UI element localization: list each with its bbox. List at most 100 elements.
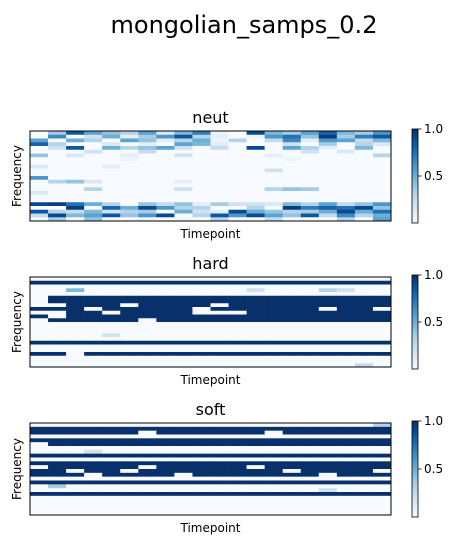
heatmap-cell (228, 446, 247, 451)
heatmap-cell (66, 134, 85, 139)
heatmap-cell (264, 344, 283, 349)
heatmap-cell (318, 295, 338, 300)
heatmap-cell (66, 434, 85, 439)
heatmap-cell (138, 176, 157, 181)
heatmap-cell (264, 153, 283, 158)
heatmap-cell (30, 314, 49, 319)
heatmap-cell (228, 344, 247, 349)
heatmap-cell (354, 480, 374, 485)
heatmap-cell (120, 457, 139, 462)
heatmap-cell (102, 337, 121, 342)
heatmap-cell (246, 457, 265, 462)
heatmap-cell (174, 480, 193, 485)
heatmap-cell (138, 303, 157, 308)
heatmap-cell (210, 476, 229, 481)
heatmap-cell (174, 344, 193, 349)
heatmap-cell (84, 355, 103, 360)
heatmap-cell (84, 503, 103, 508)
heatmap-cell (354, 288, 374, 293)
heatmap-cell (138, 168, 157, 173)
heatmap-cell (156, 352, 175, 357)
heatmap-cell (156, 149, 175, 154)
heatmap-cell (174, 299, 193, 304)
heatmap-cell (120, 495, 139, 500)
heatmap-cell (84, 461, 103, 466)
heatmap-cell (246, 423, 265, 428)
heatmap-cell (156, 157, 175, 162)
heatmap-cell (120, 318, 139, 323)
heatmap-cell (48, 465, 67, 470)
heatmap-cell (282, 198, 302, 203)
heatmap-cell (354, 213, 374, 218)
heatmap-cell (30, 476, 49, 481)
heatmap-cell (318, 344, 338, 349)
heatmap-cell (228, 480, 247, 485)
heatmap-cell (264, 472, 283, 477)
heatmap-cell (246, 340, 265, 345)
heatmap-cell (300, 284, 320, 289)
heatmap-cell (84, 480, 103, 485)
heatmap-cell (282, 438, 302, 443)
heatmap-cell (372, 299, 392, 304)
heatmap-cell (102, 206, 121, 211)
heatmap-cell (282, 191, 302, 196)
heatmap-cell (138, 423, 157, 428)
heatmap-cell (246, 191, 265, 196)
heatmap-cell (48, 161, 67, 166)
heatmap-cell (264, 318, 283, 323)
heatmap-cell (156, 495, 175, 500)
heatmap-cell (102, 299, 121, 304)
heatmap-cell (48, 280, 67, 285)
heatmap-cell (210, 465, 229, 470)
heatmap-cell (156, 499, 175, 504)
heatmap-cell (336, 168, 356, 173)
heatmap-cell (174, 153, 193, 158)
heatmap-cell (30, 198, 49, 203)
heatmap-cell (120, 277, 139, 282)
heatmap-cell (156, 168, 175, 173)
heatmap-cell (192, 359, 211, 364)
heatmap-cell (282, 359, 302, 364)
heatmap-cell (264, 442, 283, 447)
heatmap-cell (354, 183, 374, 188)
heatmap-cell (156, 314, 175, 319)
heatmap-cell (318, 355, 338, 360)
heatmap-cell (228, 280, 247, 285)
heatmap-cell (354, 333, 374, 338)
heatmap-cell (372, 503, 392, 508)
heatmap-cell (156, 457, 175, 462)
heatmap-cell (120, 426, 139, 431)
heatmap-cell (102, 484, 121, 489)
heatmap-cell (102, 446, 121, 451)
heatmap-cell (120, 480, 139, 485)
heatmap-cell (282, 194, 302, 199)
heatmap-cell (156, 284, 175, 289)
heatmap-cell (84, 172, 103, 177)
heatmap-cell (174, 176, 193, 181)
heatmap-cell (156, 442, 175, 447)
heatmap-cell (336, 307, 356, 312)
heatmap-cell (210, 325, 229, 330)
heatmap-cell (246, 217, 265, 222)
heatmap-cell (30, 191, 49, 196)
heatmap-cell (30, 149, 49, 154)
heatmap-cell (228, 146, 247, 151)
heatmap-cell (138, 314, 157, 319)
heatmap-cell (120, 142, 139, 147)
heatmap-cell (48, 453, 67, 458)
heatmap-cell (336, 488, 356, 493)
heatmap-cell (210, 310, 229, 315)
heatmap-cell (228, 198, 247, 203)
heatmap-cell (282, 172, 302, 177)
heatmap-cell (246, 484, 265, 489)
heatmap-cell (282, 138, 302, 143)
heatmap-cell (30, 131, 49, 136)
colorbar (411, 420, 419, 518)
heatmap-cell (84, 303, 103, 308)
heatmap-cell (336, 340, 356, 345)
heatmap-cell (192, 172, 211, 177)
heatmap-cell (282, 476, 302, 481)
heatmap-cell (300, 426, 320, 431)
heatmap-cell (372, 423, 392, 428)
heatmap-cell (102, 202, 121, 207)
